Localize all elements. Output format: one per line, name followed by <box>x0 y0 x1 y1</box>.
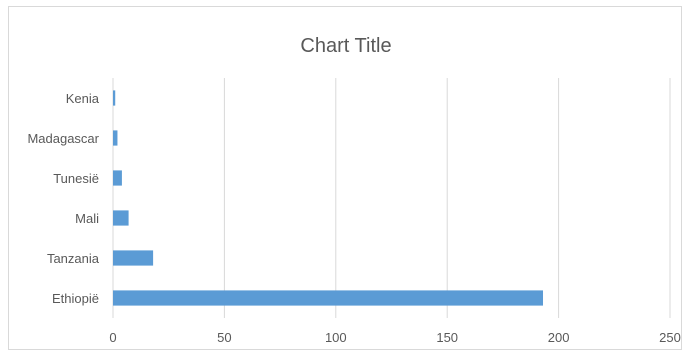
y-tick-label: Ethiopië <box>52 291 99 306</box>
bar <box>113 90 116 106</box>
y-tick-label: Tanzania <box>47 251 100 266</box>
x-tick-label: 0 <box>109 330 116 345</box>
x-tick-label: 100 <box>325 330 347 345</box>
chart-title: Chart Title <box>300 35 392 57</box>
bar <box>113 290 544 306</box>
x-tick-label: 50 <box>217 330 231 345</box>
y-tick-label: Madagascar <box>27 131 99 146</box>
bar <box>113 170 122 186</box>
bar <box>113 250 154 266</box>
bar <box>113 130 118 146</box>
y-tick-label: Tunesië <box>53 171 99 186</box>
x-tick-label: 200 <box>548 330 570 345</box>
bar <box>113 210 129 226</box>
x-tick-label: 150 <box>436 330 458 345</box>
y-tick-label: Mali <box>75 211 99 226</box>
x-tick-label: 250 <box>659 330 681 345</box>
y-tick-label: Kenia <box>66 91 100 106</box>
